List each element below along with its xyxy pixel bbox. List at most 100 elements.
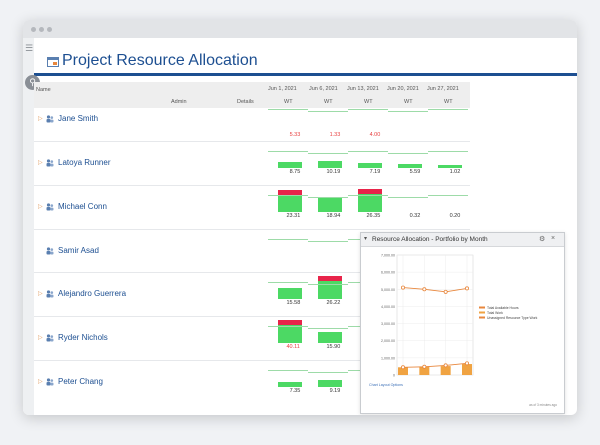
allocation-bar — [318, 281, 342, 299]
capacity-line — [308, 328, 348, 329]
column-header-role[interactable]: Admin — [171, 99, 187, 105]
allocation-bar — [318, 331, 342, 343]
row-divider — [34, 360, 470, 361]
allocation-value: 26.35 — [366, 213, 381, 219]
allocation-value: 5.59 — [409, 169, 421, 175]
period-date: Jun 1, 2021 — [268, 86, 297, 92]
period-metric: WT — [284, 99, 293, 105]
capacity-line — [388, 197, 428, 198]
chart-panel: ▾ Resource Allocation - Portfolio by Mon… — [360, 232, 565, 414]
capacity-line — [268, 109, 308, 110]
overallocation-bar — [278, 320, 302, 325]
capacity-line — [268, 195, 308, 196]
y-tick-label: 1,000.00 — [381, 356, 395, 360]
legend-swatch — [479, 311, 485, 314]
series-point — [465, 361, 470, 366]
capacity-line — [268, 326, 308, 327]
resource-name[interactable]: Ryder Nichols — [58, 333, 108, 342]
allocation-value: 5.33 — [289, 132, 301, 138]
resource-name[interactable]: Jane Smith — [58, 114, 99, 123]
y-tick-label: 3,000.00 — [381, 322, 395, 326]
overallocation-bar — [318, 276, 342, 281]
allocation-bar — [358, 162, 382, 168]
y-tick-label: 4,000.00 — [381, 305, 395, 309]
period-date: Jun 13, 2021 — [347, 86, 379, 92]
column-header-details[interactable]: Details — [237, 99, 254, 105]
y-tick-label: 5,000.00 — [381, 288, 395, 292]
capacity-line — [388, 153, 428, 154]
capacity-line — [268, 370, 308, 371]
series-point — [443, 289, 448, 294]
app-window: ☰ Project Resource Allocation ⚲ Name Adm… — [23, 20, 577, 415]
allocation-value: 8.75 — [289, 169, 301, 175]
legend-swatch — [479, 316, 485, 319]
allocation-value: 40.11 — [286, 344, 300, 350]
row-divider — [34, 316, 470, 317]
row-divider — [34, 185, 470, 186]
row-divider — [34, 229, 470, 230]
page-title: Project Resource Allocation — [62, 52, 258, 69]
expand-arrow-icon[interactable]: ▷ — [38, 291, 43, 297]
capacity-line — [428, 195, 468, 196]
allocation-value: 15.58 — [286, 300, 301, 306]
resource-name[interactable]: Michael Conn — [58, 202, 107, 211]
window-control-dot[interactable] — [47, 27, 52, 32]
allocation-value: 7.35 — [289, 388, 301, 394]
allocation-bar — [318, 380, 342, 387]
capacity-line — [428, 109, 468, 110]
capacity-line — [308, 372, 348, 373]
resource-name[interactable]: Samir Asad — [58, 246, 99, 255]
collapse-chevron-icon[interactable]: ▾ — [364, 236, 368, 242]
capacity-line — [268, 151, 308, 152]
period-date: Jun 20, 2021 — [387, 86, 419, 92]
legend-swatch — [479, 306, 485, 309]
column-header-name[interactable]: Name — [36, 87, 51, 93]
row-divider — [34, 141, 470, 142]
series-point — [443, 363, 448, 368]
allocation-value: 9.19 — [329, 388, 341, 394]
capacity-line — [308, 284, 348, 285]
allocation-value: 0.20 — [449, 213, 461, 219]
period-date: Jun 6, 2021 — [309, 86, 338, 92]
capacity-line — [308, 153, 348, 154]
resource-name[interactable]: Alejandro Guerrera — [58, 289, 127, 298]
window-control-dot[interactable] — [31, 27, 36, 32]
person-icon — [46, 247, 54, 255]
person-icon — [46, 115, 54, 123]
title-divider — [34, 73, 577, 76]
allocation-bar — [278, 287, 302, 299]
window-control-dot[interactable] — [39, 27, 44, 32]
period-metric: WT — [324, 99, 333, 105]
y-tick-label: 7,000.00 — [381, 254, 395, 258]
left-sidebar — [23, 38, 34, 415]
period-metric: WT — [444, 99, 453, 105]
expand-arrow-icon[interactable]: ▷ — [38, 204, 43, 210]
series-point — [401, 365, 406, 370]
window-titlebar — [23, 20, 577, 38]
overallocation-bar — [358, 189, 382, 194]
capacity-line — [308, 197, 348, 198]
person-icon — [46, 203, 54, 211]
allocation-value: 15.90 — [326, 344, 341, 350]
allocation-bar — [278, 195, 302, 212]
capacity-line — [268, 282, 308, 283]
resource-name[interactable]: Latoya Runner — [58, 158, 111, 167]
period-metric: WT — [364, 99, 373, 105]
expand-arrow-icon[interactable]: ▷ — [38, 379, 43, 385]
resource-name[interactable]: Peter Chang — [58, 377, 103, 386]
hamburger-menu-icon[interactable]: ☰ — [25, 43, 34, 53]
y-tick-label: 6,000.00 — [381, 271, 395, 275]
capacity-line — [388, 111, 428, 112]
expand-arrow-icon[interactable]: ▷ — [38, 116, 43, 122]
chart-layout-options-link[interactable]: Chart Layout Options — [369, 383, 403, 387]
expand-arrow-icon[interactable]: ▷ — [38, 335, 43, 341]
calendar-icon — [47, 57, 59, 67]
allocation-bar — [398, 163, 422, 168]
settings-gear-icon[interactable]: ⚙ — [539, 236, 546, 243]
period-date: Jun 27, 2021 — [427, 86, 459, 92]
close-icon[interactable]: × — [551, 235, 556, 242]
allocation-value: 4.00 — [369, 132, 381, 138]
series-line — [402, 287, 468, 293]
expand-arrow-icon[interactable]: ▷ — [38, 160, 43, 166]
chart-bar — [398, 367, 408, 375]
